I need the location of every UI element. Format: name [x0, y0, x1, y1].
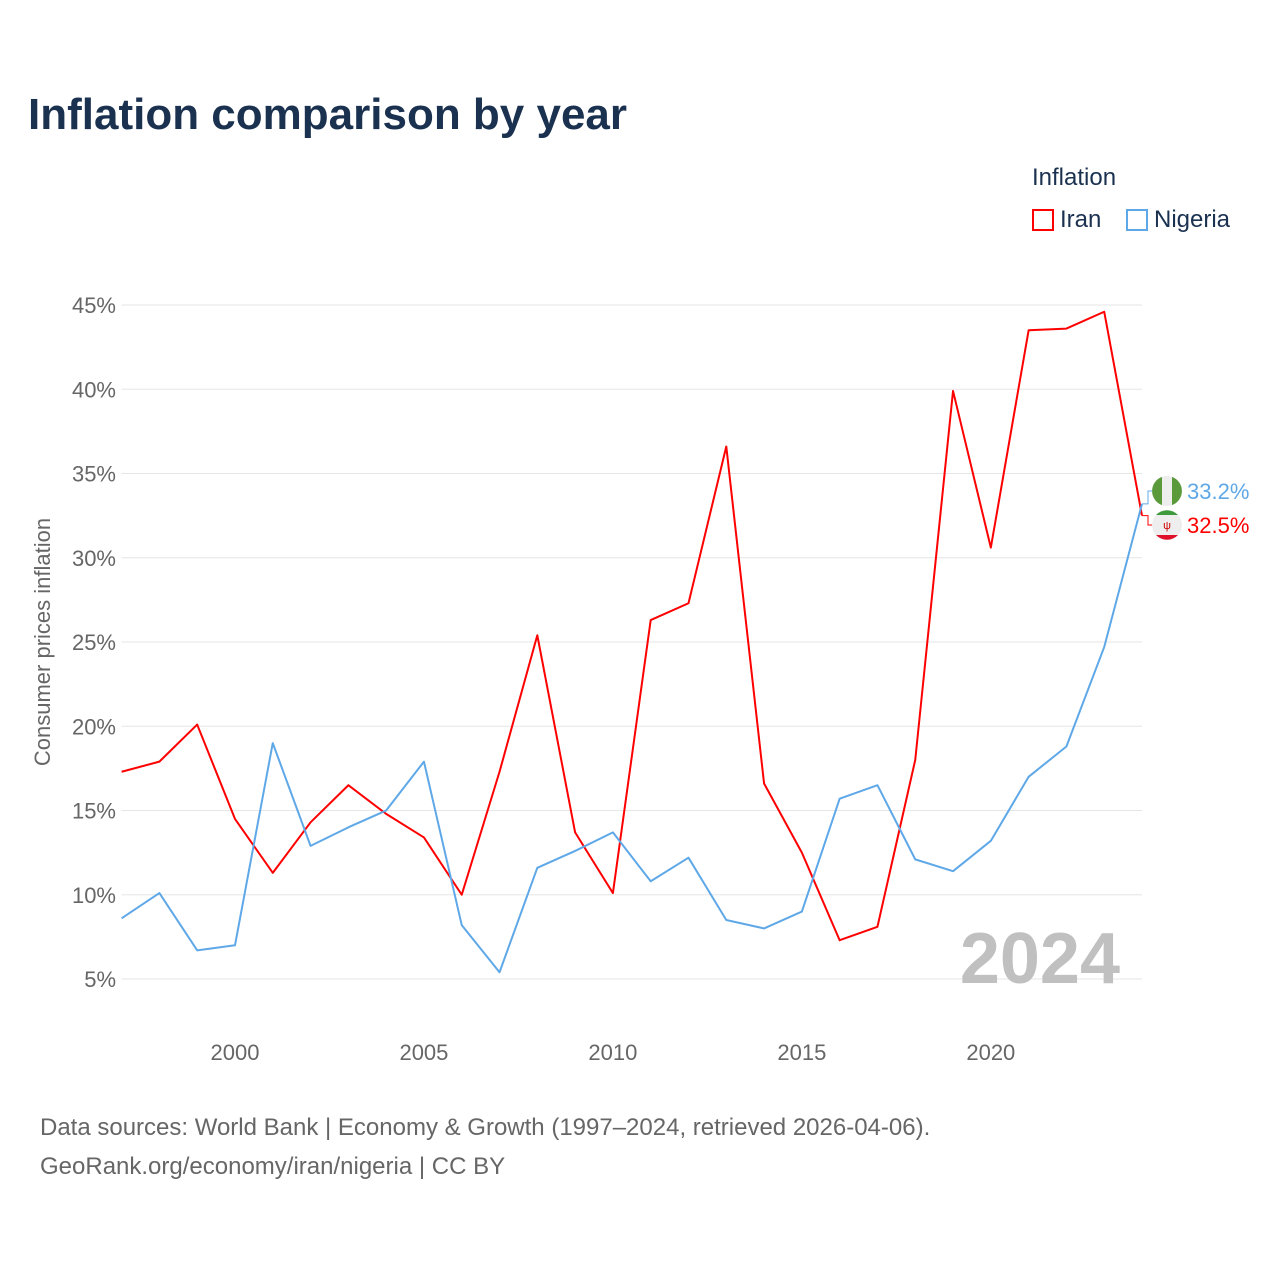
y-tick-label: 25%	[72, 630, 116, 655]
legend-label: Iran	[1060, 206, 1102, 233]
iran-flag-icon	[1156, 535, 1178, 540]
y-tick-label: 10%	[72, 883, 116, 908]
y-tick-label: 20%	[72, 714, 116, 739]
y-tick-label: 45%	[72, 293, 116, 318]
source-line-1: Data sources: World Bank | Economy & Gro…	[40, 1114, 931, 1141]
legend-swatch-nigeria	[1126, 209, 1148, 231]
y-axis-label: Consumer prices inflation	[30, 518, 55, 766]
series-line-nigeria	[121, 503, 1143, 974]
iran-flag-icon	[1152, 510, 1182, 540]
y-tick-label: 40%	[72, 377, 116, 402]
legend-title: Inflation	[1032, 164, 1117, 191]
y-tick-label: 15%	[72, 799, 116, 824]
iran-flag-icon	[1156, 510, 1178, 515]
x-tick-label: 2020	[966, 1040, 1015, 1065]
legend-swatch-iran	[1032, 209, 1054, 231]
source-note: Data sources: World Bank | Economy & Gro…	[40, 1108, 930, 1186]
x-tick-label: 2015	[777, 1040, 826, 1065]
legend-item-nigeria[interactable]: Nigeria	[1126, 206, 1230, 234]
x-tick-label: 2000	[211, 1040, 260, 1065]
nigeria-flag-icon	[1152, 476, 1162, 506]
y-tick-label: 35%	[72, 462, 116, 487]
legend-item-iran[interactable]: Iran	[1032, 206, 1101, 234]
year-watermark: 2024	[960, 919, 1120, 999]
end-label-connector	[1142, 490, 1154, 505]
x-tick-label: 2010	[588, 1040, 637, 1065]
end-label-connector	[1142, 515, 1154, 526]
legend-label: Nigeria	[1154, 206, 1231, 233]
source-line-2[interactable]: GeoRank.org/economy/iran/nigeria | CC BY	[40, 1153, 506, 1180]
iran-emblem-icon: ψ	[1163, 520, 1171, 532]
end-value-label: 32.5%	[1187, 513, 1249, 538]
y-tick-label: 30%	[72, 546, 116, 571]
nigeria-flag-icon	[1172, 476, 1182, 506]
end-value-label: 33.2%	[1187, 479, 1249, 504]
x-tick-label: 2005	[399, 1040, 448, 1065]
chart-title: Inflation comparison by year	[28, 90, 628, 139]
series-line-iran	[121, 310, 1143, 942]
y-tick-label: 5%	[84, 967, 116, 992]
